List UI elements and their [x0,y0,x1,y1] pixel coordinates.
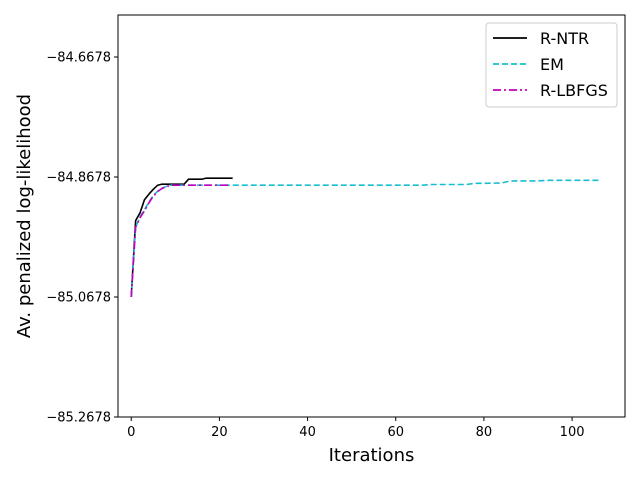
legend-label-em: EM [540,55,564,74]
x-tick-label: 100 [560,425,585,440]
plot-frame [117,14,626,418]
x-tick-label: 20 [211,425,228,440]
x-tick-label: 0 [127,425,135,440]
legend-label-r-lbfgs: R-LBFGS [540,81,608,100]
x-tick-label: 60 [387,425,404,440]
y-axis-label: Av. penalized log-likelihood [14,94,35,338]
legend-label-r-ntr: R-NTR [540,29,589,48]
legend: R-NTR EM R-LBFGS [485,22,618,108]
y-axis-ticks: −85.2678 −85.0678 −84.8678 −84.6678 [46,51,118,426]
plot-lines [130,177,599,298]
x-axis-label: Iterations [329,445,415,466]
x-tick-label: 80 [476,425,493,440]
y-tick-label: −84.6678 [46,51,111,66]
x-axis-ticks: 0 20 40 60 80 100 [127,417,585,440]
y-tick-label: −85.0678 [46,291,111,306]
series-line-r-lbfgs [130,184,229,298]
x-tick-label: 40 [299,425,316,440]
series-line-r-ntr [130,177,233,298]
series-line-em [130,179,599,298]
legend-box [485,22,618,108]
y-tick-label: −85.2678 [46,411,111,426]
y-tick-label: −84.8678 [46,171,111,186]
